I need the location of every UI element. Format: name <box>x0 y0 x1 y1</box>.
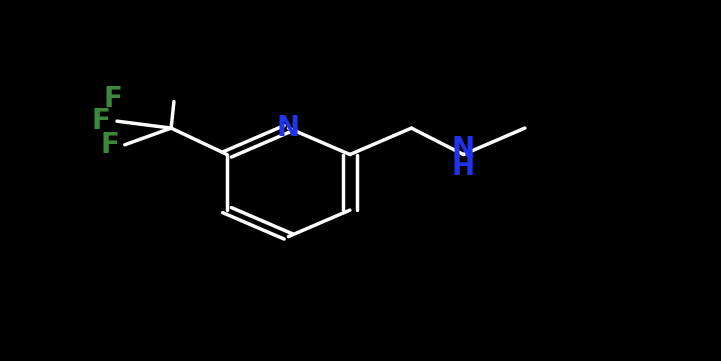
Text: H: H <box>452 153 475 181</box>
Text: F: F <box>92 107 111 135</box>
Text: N: N <box>277 114 300 142</box>
Text: F: F <box>103 85 122 113</box>
Text: N: N <box>452 135 475 163</box>
Text: F: F <box>100 131 119 159</box>
